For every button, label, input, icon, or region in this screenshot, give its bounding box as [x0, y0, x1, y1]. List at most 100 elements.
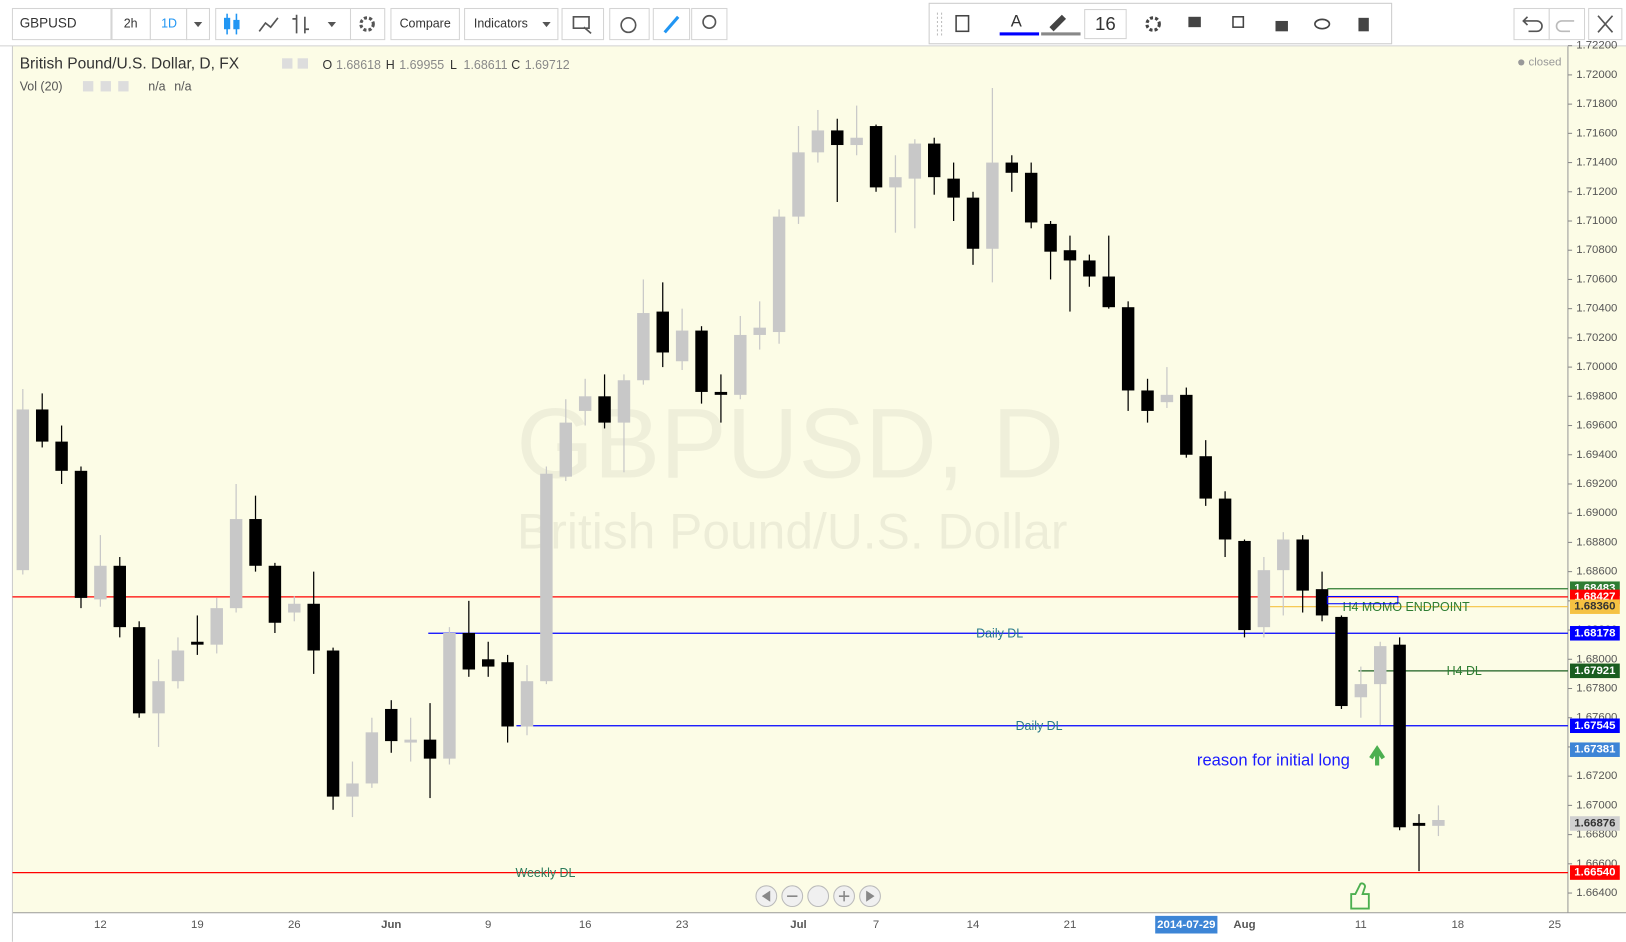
x-tick-label: 18	[1451, 919, 1464, 931]
candle-body	[831, 130, 844, 146]
level-text: Weekly DL	[516, 866, 576, 880]
legend-icon[interactable]	[100, 81, 111, 92]
fullscreen-icon[interactable]	[1597, 15, 1614, 33]
candle-body	[288, 603, 301, 613]
redo-icon[interactable]	[1555, 20, 1575, 33]
candle-body	[462, 632, 476, 670]
candle-body	[191, 641, 204, 645]
x-tick-label: 2014-07-29	[1157, 919, 1215, 931]
y-tick-label: 1.69000	[1576, 507, 1617, 519]
candle-body	[1296, 539, 1309, 591]
candle-body	[714, 391, 728, 395]
legend-icon[interactable]	[82, 81, 94, 92]
interval-button[interactable]	[111, 7, 151, 41]
arrow-up	[1369, 745, 1386, 766]
line-icon[interactable]	[258, 17, 279, 32]
candle-body	[326, 650, 340, 797]
template-icon[interactable]	[955, 14, 970, 33]
y-tick-label: 1.70800	[1576, 244, 1617, 256]
compare[interactable]: Compare	[400, 16, 451, 30]
candle-body	[1121, 307, 1135, 391]
candle-body	[869, 126, 883, 188]
undo-icon[interactable]	[1522, 16, 1543, 33]
symbol-box[interactable]: GBPUSD	[11, 7, 112, 41]
candle-body	[1412, 822, 1426, 826]
x-tick-label: Jun	[381, 919, 401, 931]
plot-area	[12, 45, 1568, 913]
candle-body	[1335, 616, 1348, 707]
brush-icon[interactable]	[663, 15, 680, 34]
legend-icon[interactable]	[118, 81, 129, 92]
candle-icon[interactable]	[223, 13, 240, 35]
ohlc-key: H	[386, 58, 395, 72]
indicators-button[interactable]	[464, 7, 559, 41]
compare-button[interactable]	[390, 7, 460, 41]
candle-body	[928, 143, 941, 178]
candle-body	[1432, 819, 1445, 826]
eye-icon[interactable]	[1314, 18, 1331, 30]
alert-icon[interactable]	[620, 17, 637, 34]
alert-button[interactable]	[609, 7, 650, 41]
line-color-swatch[interactable]	[1041, 32, 1081, 36]
lock-icon[interactable]	[1275, 20, 1288, 32]
settings-button[interactable]	[349, 7, 386, 41]
clone-icon[interactable]	[1232, 16, 1245, 28]
x-tick-label: 16	[579, 919, 592, 931]
bar-icon[interactable]	[292, 14, 310, 34]
font-size[interactable]: 16	[1095, 13, 1116, 34]
price-badge-label: 1.66540	[1574, 867, 1615, 879]
indicators[interactable]: Indicators	[474, 16, 528, 30]
price-badge-label: 1.67921	[1574, 665, 1616, 677]
gear-icon[interactable]	[1145, 16, 1161, 32]
legend-icon[interactable]	[297, 58, 308, 69]
candle-body	[1005, 162, 1019, 173]
template-button[interactable]	[561, 7, 605, 41]
y-tick-label: 1.67000	[1576, 799, 1617, 811]
candle-body	[35, 409, 49, 442]
undo-button[interactable]	[1513, 7, 1550, 41]
interval[interactable]: 2h	[124, 16, 138, 30]
dropdown-arrow[interactable]	[327, 21, 336, 28]
dropdown-arrow[interactable]	[542, 21, 551, 28]
visibility-icon[interactable]	[1188, 16, 1201, 28]
legend-icon[interactable]	[282, 58, 293, 69]
text-color-icon[interactable]: A	[1011, 11, 1023, 30]
trash-icon[interactable]	[1358, 17, 1369, 32]
y-tick-label: 1.69200	[1576, 478, 1617, 490]
candle-body	[481, 659, 495, 667]
redo-button[interactable]	[1548, 7, 1586, 41]
line-color-icon[interactable]	[1049, 14, 1067, 32]
x-tick-label: 9	[485, 919, 491, 931]
price-badge	[1570, 718, 1620, 734]
hint-button[interactable]	[691, 7, 728, 41]
candle-body	[1277, 539, 1290, 571]
y-tick-label: 1.67200	[1576, 770, 1617, 782]
reset[interactable]	[807, 885, 830, 908]
x-tick-label: 21	[1064, 919, 1077, 931]
y-tick-label: 1.67800	[1576, 683, 1617, 695]
level-text: Daily DL	[976, 627, 1023, 641]
price-badge	[1570, 663, 1620, 679]
nav-buttons	[755, 885, 881, 908]
candle-body	[559, 422, 573, 477]
symbol-input[interactable]	[11, 7, 112, 41]
template-icon[interactable]	[572, 15, 592, 35]
candle-body	[404, 739, 417, 743]
y-tick-label: 1.66800	[1576, 829, 1617, 841]
candle-body	[889, 177, 902, 188]
font-size-box[interactable]	[1084, 9, 1127, 40]
symbol[interactable]: GBPUSD	[20, 16, 77, 31]
y-tick-label: 1.72200	[1576, 40, 1617, 52]
price-badge-label: 1.67545	[1574, 720, 1616, 732]
ohlc-value: 1.69712	[525, 58, 570, 72]
interval[interactable]: 1D	[161, 16, 177, 30]
candle-body	[753, 327, 766, 335]
text-color-swatch[interactable]	[999, 32, 1040, 36]
price-badge	[1570, 816, 1620, 831]
gear-icon[interactable]	[359, 16, 375, 32]
x-tick-label: 11	[1355, 919, 1367, 931]
candle-body	[1024, 172, 1038, 223]
ohlc-values: O 1.68618 H 1.69955 L 1.68611 C 1.69712	[323, 58, 570, 72]
interval-button[interactable]	[149, 7, 188, 41]
bulb-icon[interactable]	[702, 14, 717, 30]
